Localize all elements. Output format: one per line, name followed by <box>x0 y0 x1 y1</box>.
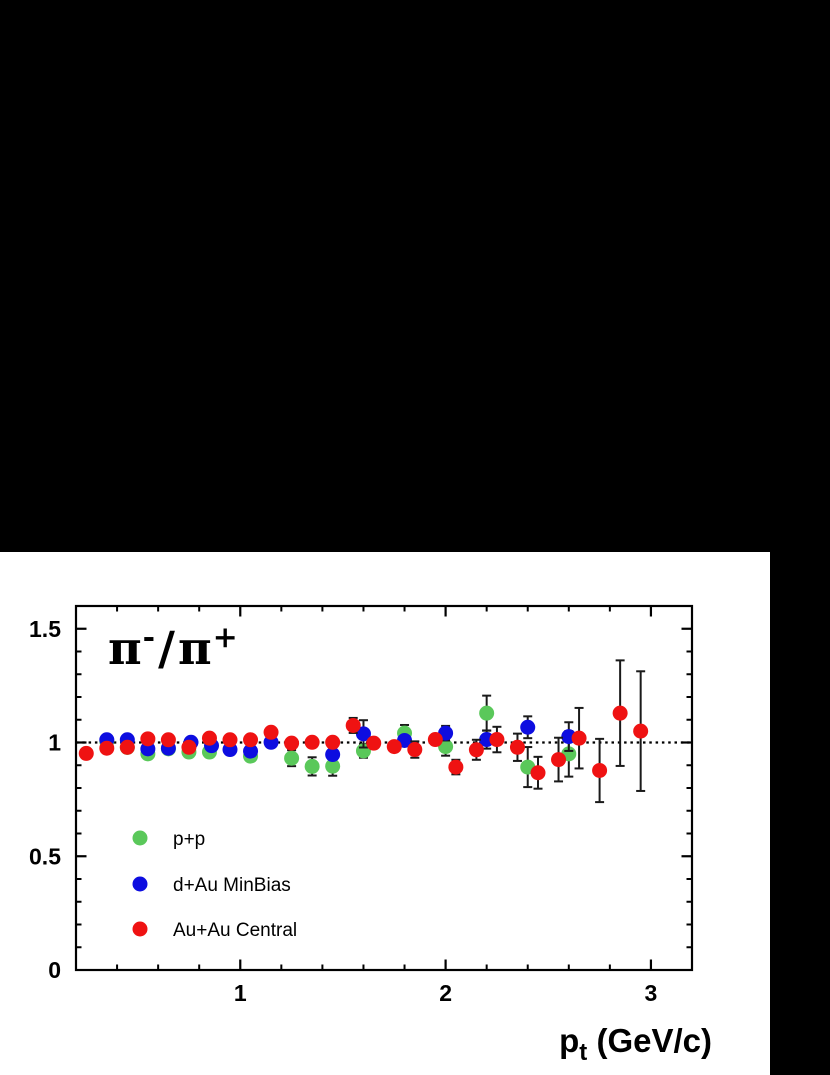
data-point-p+p <box>325 758 341 774</box>
x-tick-label: 1 <box>234 980 247 1006</box>
data-point-Au+Au-Central <box>99 740 115 756</box>
legend-label-pp: p+p <box>173 829 205 850</box>
y-tick-label: 0.5 <box>29 843 61 869</box>
legend-marker-pp-icon <box>132 830 148 846</box>
data-point-Au+Au-Central <box>592 762 608 778</box>
legend-marker-dau-icon <box>132 876 148 892</box>
data-point-d+Au-MinBias <box>355 726 371 742</box>
plot-title: π-/π+ <box>108 620 238 675</box>
data-point-p+p <box>304 758 320 774</box>
x-tick-label: 3 <box>645 980 658 1006</box>
data-point-Au+Au-Central <box>140 731 156 747</box>
data-point-Au+Au-Central <box>263 724 279 740</box>
data-point-p+p <box>479 705 495 721</box>
data-point-Au+Au-Central <box>386 739 402 755</box>
y-tick-label: 1 <box>48 730 61 756</box>
data-point-Au+Au-Central <box>468 742 484 758</box>
plot-area: 1 2 3 0 0.5 1 1.5 <box>29 606 692 1006</box>
data-point-Au+Au-Central <box>427 732 443 748</box>
data-point-Au+Au-Central <box>78 745 94 761</box>
data-point-d+Au-MinBias <box>520 719 536 735</box>
data-point-d+Au-MinBias <box>243 743 259 759</box>
top-black-region <box>0 0 830 552</box>
data-point-Au+Au-Central <box>325 734 341 750</box>
data-point-Au+Au-Central <box>366 735 382 751</box>
right-black-region <box>770 0 830 1075</box>
legend-marker-auau-icon <box>132 921 148 937</box>
data-point-Au+Au-Central <box>489 732 505 748</box>
legend: p+p d+Au MinBias Au+Au Central <box>132 829 297 941</box>
plot-frame <box>74 604 694 972</box>
data-point-Au+Au-Central <box>345 717 361 733</box>
data-point-Au+Au-Central <box>160 732 176 748</box>
legend-label-dau: d+Au MinBias <box>173 875 291 896</box>
data-point-Au+Au-Central <box>284 735 300 751</box>
data-point-d+Au-MinBias <box>325 747 341 763</box>
x-axis-title: pt (GeV/c) <box>559 1022 712 1066</box>
y-tick-label: 0 <box>48 957 61 983</box>
data-point-p+p <box>284 750 300 766</box>
data-point-Au+Au-Central <box>243 732 259 748</box>
data-point-Au+Au-Central <box>509 739 525 755</box>
data-point-Au+Au-Central <box>304 734 320 750</box>
data-point-d+Au-MinBias <box>479 732 495 748</box>
x-tick-label: 2 <box>439 980 452 1006</box>
legend-label-auau: Au+Au Central <box>173 920 297 941</box>
data-point-Au+Au-Central <box>181 739 197 755</box>
data-point-Au+Au-Central <box>448 759 464 775</box>
data-point-Au+Au-Central <box>201 730 217 746</box>
data-point-Au+Au-Central <box>530 765 546 781</box>
data-point-Au+Au-Central <box>571 730 587 746</box>
data-point-Au+Au-Central <box>612 705 628 721</box>
data-point-Au+Au-Central <box>633 723 649 739</box>
data-point-Au+Au-Central <box>407 742 423 758</box>
y-tick-label: 1.5 <box>29 616 61 642</box>
data-point-Au+Au-Central <box>551 752 567 768</box>
data-point-Au+Au-Central <box>119 739 135 755</box>
data-point-Au+Au-Central <box>222 732 238 748</box>
